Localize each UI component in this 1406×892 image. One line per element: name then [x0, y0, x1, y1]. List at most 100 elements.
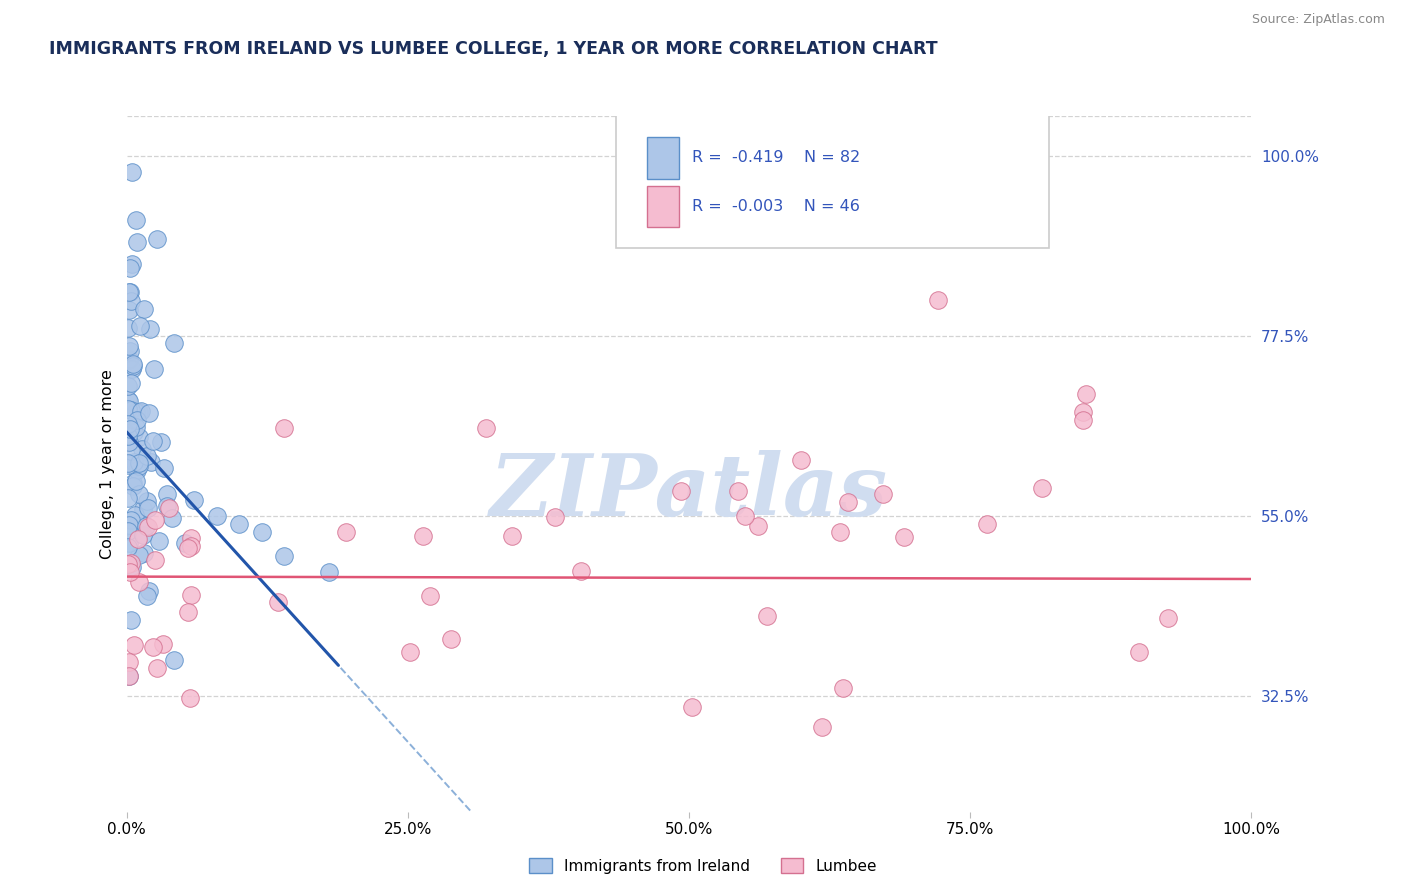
Point: [544, 509, 567, 524]
Point: [120, 444, 142, 458]
Point: [1071, 405, 1094, 419]
Point: [118, 260, 141, 275]
Point: [128, 575, 150, 590]
Point: [143, 512, 166, 526]
Point: [872, 487, 894, 501]
Point: [117, 557, 139, 571]
Point: [837, 495, 859, 509]
Point: [117, 429, 139, 443]
Point: [118, 535, 141, 549]
Point: [138, 501, 160, 516]
Point: [335, 525, 357, 540]
Point: [132, 527, 155, 541]
Point: [118, 669, 141, 683]
Point: [146, 661, 169, 675]
Point: [118, 352, 141, 367]
Point: [156, 486, 179, 500]
Point: [138, 406, 160, 420]
Text: Source: ZipAtlas.com: Source: ZipAtlas.com: [1251, 13, 1385, 27]
Point: [142, 362, 165, 376]
Point: [117, 518, 139, 533]
Point: [125, 419, 148, 434]
Point: [475, 421, 498, 435]
Point: [121, 165, 143, 179]
Point: [128, 319, 150, 334]
Point: [125, 405, 148, 419]
Point: [830, 525, 852, 540]
Point: [135, 590, 157, 604]
Point: [177, 541, 200, 555]
Point: [120, 513, 142, 527]
Point: [128, 430, 150, 444]
Point: [440, 632, 463, 646]
Point: [134, 301, 156, 316]
Point: [179, 690, 201, 705]
Point: [121, 479, 143, 493]
Point: [122, 475, 145, 490]
Point: [118, 302, 141, 317]
Point: [117, 392, 139, 407]
Point: [163, 653, 186, 667]
Point: [127, 235, 149, 249]
Point: [117, 394, 139, 409]
Point: [135, 450, 157, 464]
Point: [148, 534, 170, 549]
Point: [671, 483, 693, 498]
Point: [180, 531, 202, 545]
Point: [117, 456, 139, 470]
Point: [120, 613, 142, 627]
Point: [976, 516, 998, 531]
Text: R =  -0.419    N = 82: R = -0.419 N = 82: [692, 150, 860, 165]
Text: IMMIGRANTS FROM IRELAND VS LUMBEE COLLEGE, 1 YEAR OR MORE CORRELATION CHART: IMMIGRANTS FROM IRELAND VS LUMBEE COLLEG…: [49, 40, 938, 58]
Point: [118, 434, 141, 449]
Point: [124, 638, 146, 652]
Point: [180, 539, 202, 553]
Point: [118, 343, 141, 358]
Point: [183, 492, 205, 507]
Text: ZIPatlas: ZIPatlas: [489, 450, 889, 533]
Point: [121, 357, 143, 371]
Legend: Immigrants from Ireland, Lumbee: Immigrants from Ireland, Lumbee: [523, 852, 883, 880]
Point: [146, 232, 169, 246]
Point: [1128, 645, 1150, 659]
Point: [273, 549, 295, 563]
Point: [128, 405, 150, 419]
Point: [727, 484, 749, 499]
FancyBboxPatch shape: [616, 112, 1049, 248]
Point: [117, 491, 139, 505]
Point: [117, 402, 139, 417]
Point: [118, 338, 141, 352]
Point: [1071, 413, 1094, 427]
Point: [893, 530, 915, 544]
Point: [128, 487, 150, 501]
Point: [152, 637, 174, 651]
Point: [127, 413, 149, 427]
Bar: [647, 186, 679, 227]
Point: [136, 494, 159, 508]
Point: [145, 552, 167, 566]
Point: [118, 285, 141, 299]
Point: [398, 645, 420, 659]
Point: [149, 435, 172, 450]
Point: [139, 322, 162, 336]
Point: [117, 558, 139, 572]
Point: [117, 417, 139, 431]
Point: [118, 352, 141, 367]
Point: [153, 461, 176, 475]
Point: [134, 546, 156, 560]
Point: [138, 584, 160, 599]
Point: [125, 463, 148, 477]
Point: [135, 518, 157, 533]
Point: [569, 564, 592, 578]
Point: [163, 335, 186, 350]
Point: [122, 425, 145, 439]
Point: [142, 434, 165, 448]
Point: [117, 433, 139, 447]
Point: [118, 655, 141, 669]
Bar: [647, 136, 679, 178]
Point: [174, 535, 197, 549]
Point: [681, 699, 703, 714]
Point: [128, 459, 150, 474]
Point: [1157, 610, 1180, 624]
Point: [120, 403, 142, 417]
